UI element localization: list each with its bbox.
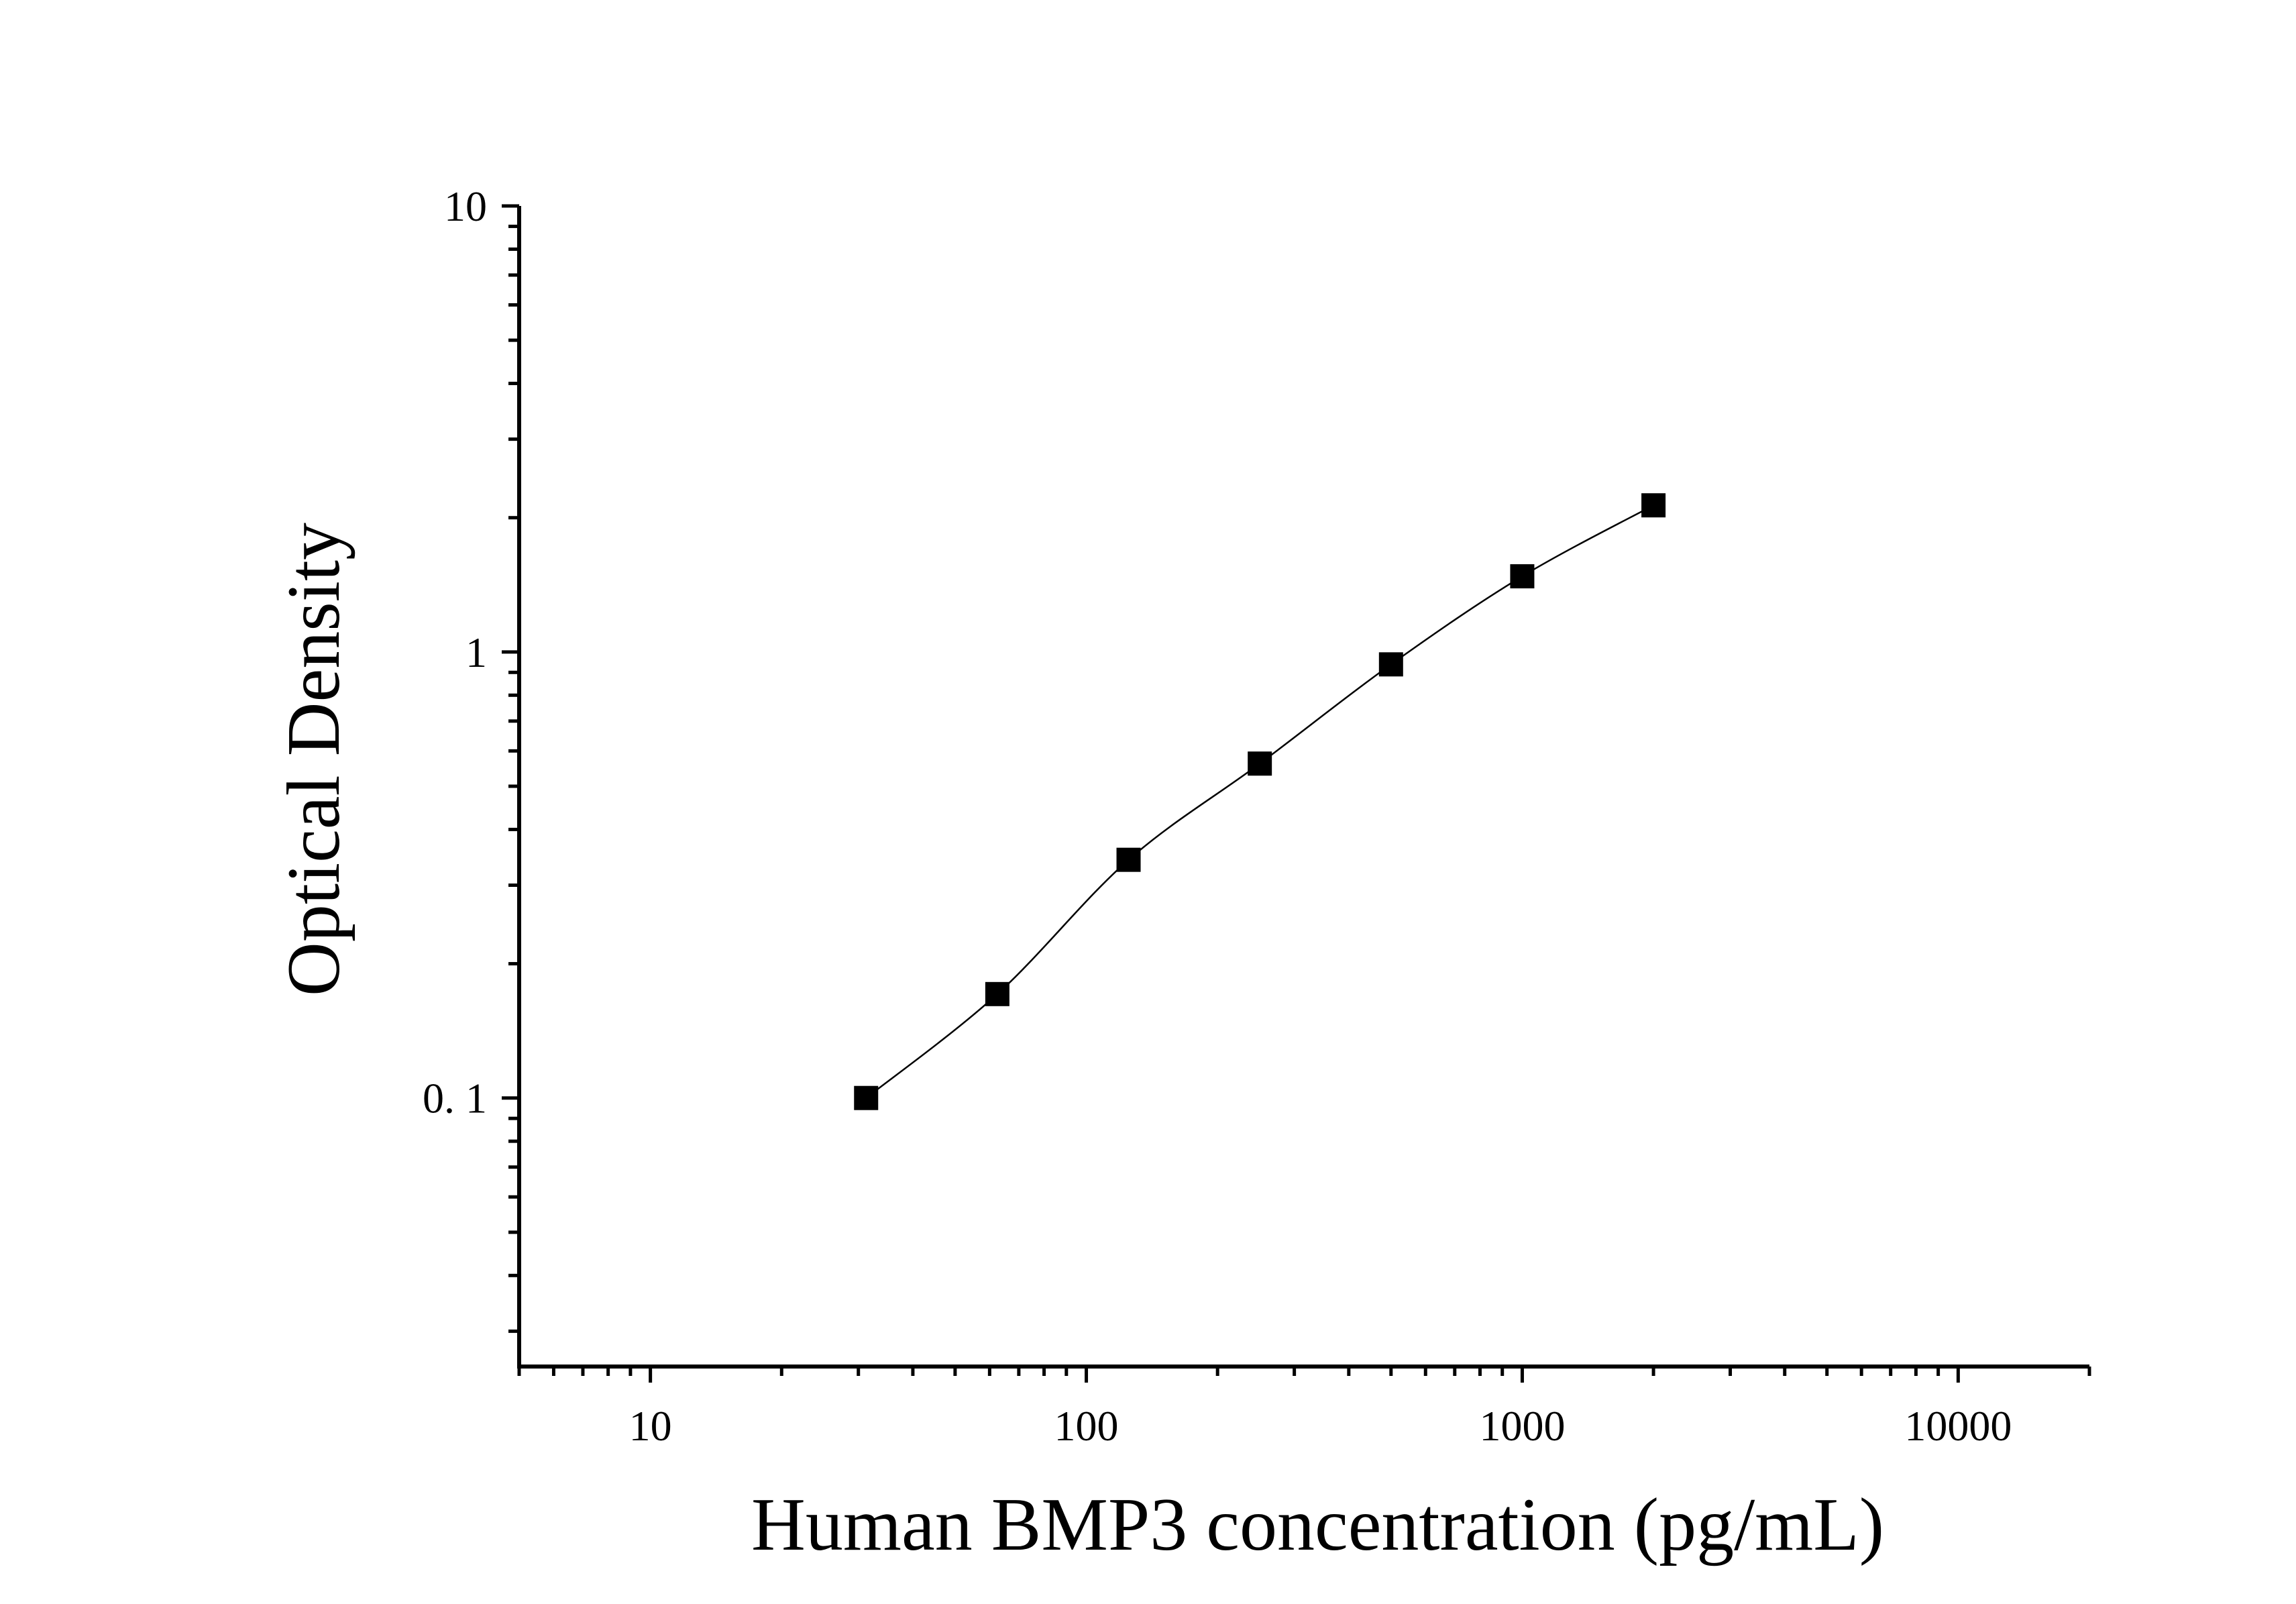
x-tick-label: 10000 — [1904, 1402, 2012, 1450]
x-tick-label: 10 — [629, 1402, 672, 1450]
x-tick-label: 1000 — [1479, 1402, 1565, 1450]
data-markers — [854, 493, 1666, 1110]
x-axis-title: Human BMP3 concentration (pg/mL) — [751, 1483, 1884, 1566]
axes — [517, 206, 2089, 1369]
x-axis-tick-labels: 10 100 1000 10000 — [629, 1402, 2012, 1450]
data-point-marker — [1378, 652, 1403, 677]
data-point-marker — [1510, 564, 1535, 589]
fit-curve — [865, 504, 1654, 1099]
x-axis-ticks — [517, 1367, 2091, 1383]
data-point-marker — [1641, 493, 1666, 518]
y-axis-title: Optical Density — [272, 523, 356, 996]
data-point-marker — [1116, 847, 1141, 872]
data-point-marker — [1248, 751, 1272, 776]
data-point-marker — [985, 981, 1009, 1006]
y-tick-label: 0. 1 — [423, 1075, 487, 1122]
y-tick-label: 10 — [444, 182, 487, 230]
data-point-marker — [854, 1085, 879, 1110]
y-axis-tick-labels: 0. 1 1 10 — [423, 182, 487, 1122]
y-tick-label: 1 — [466, 629, 487, 676]
y-axis-ticks — [502, 204, 519, 1333]
x-tick-label: 100 — [1054, 1402, 1119, 1450]
